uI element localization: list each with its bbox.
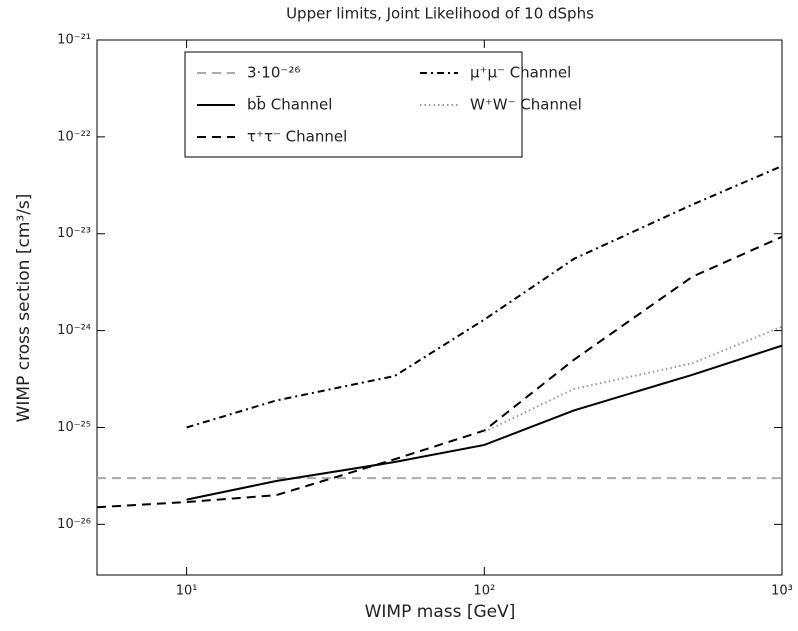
y-axis-label: WIMP cross section [cm³/s] (14, 194, 34, 423)
legend-label: τ⁺τ⁻ Channel (247, 128, 347, 146)
series-line (186, 165, 783, 429)
y-tick-label: 10⁻²¹ (57, 33, 91, 48)
x-tick-label: 10³ (771, 584, 793, 599)
series-line (186, 344, 783, 501)
legend-label: bb̄ Channel (247, 95, 332, 114)
legend-label: W⁺W⁻ Channel (470, 96, 582, 114)
plot-frame (96, 39, 783, 576)
x-tick-label: 10¹ (176, 584, 198, 599)
legend-label: 3·10⁻²⁶ (247, 64, 300, 82)
y-tick-label: 10⁻²⁵ (57, 420, 91, 435)
chart-title: Upper limits, Joint Likelihood of 10 dSp… (286, 5, 594, 23)
series-line (96, 235, 783, 509)
x-axis-label: WIMP mass [GeV] (365, 602, 516, 622)
y-tick-label: 10⁻²³ (57, 226, 91, 241)
legend-box (184, 51, 523, 158)
series-line (483, 325, 783, 433)
y-tick-label: 10⁻²² (57, 129, 91, 144)
x-tick-label: 10² (473, 584, 495, 599)
y-tick-label: 10⁻²⁶ (57, 517, 91, 532)
legend-label: μ⁺μ⁻ Channel (470, 64, 571, 82)
y-tick-label: 10⁻²⁴ (57, 323, 91, 338)
